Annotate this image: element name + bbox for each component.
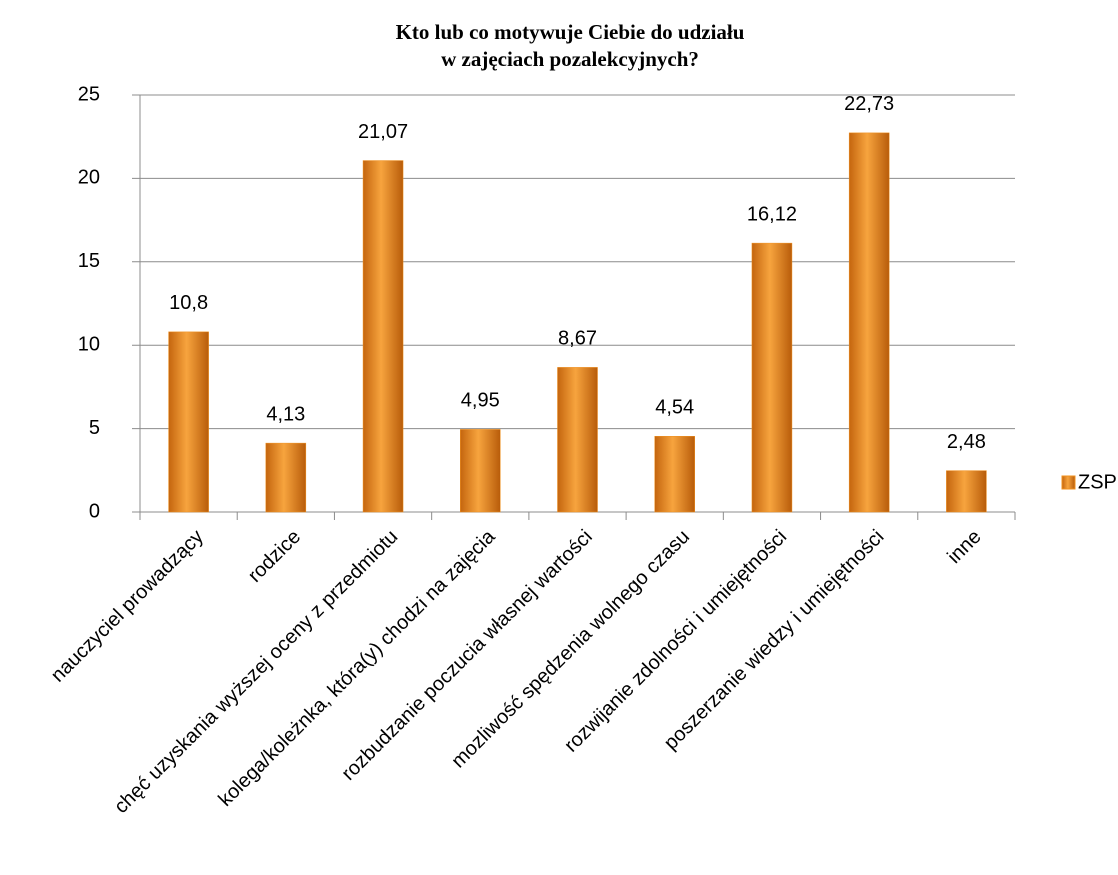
bar	[751, 242, 793, 513]
y-tick-label: 20	[78, 167, 100, 189]
x-tick-label: nauczyciel prowadzący	[47, 526, 208, 687]
chart-title: w zajęciach pozalekcyjnych?	[441, 47, 699, 71]
bar	[848, 132, 890, 513]
y-tick-label: 15	[78, 250, 100, 272]
value-label: 8,67	[558, 328, 597, 350]
chart-title: Kto lub co motywuje Ciebie do udziału	[396, 20, 745, 44]
value-label: 10,8	[169, 292, 208, 314]
bar	[654, 436, 695, 513]
x-tick-label: inne	[943, 526, 985, 568]
x-tick-label: rodzice	[244, 526, 305, 587]
y-tick-label: 0	[89, 500, 100, 522]
legend-label: ZSP	[1078, 471, 1117, 493]
bar	[946, 470, 987, 513]
value-label: 2,48	[947, 431, 986, 453]
x-tick-label: poszerzanie wiedzy i umiejętności	[660, 526, 889, 755]
bar	[557, 367, 598, 513]
y-tick-label: 5	[89, 417, 100, 439]
y-tick-label: 25	[78, 83, 100, 105]
bar	[460, 429, 501, 513]
bar	[265, 442, 307, 513]
value-label: 22,73	[844, 93, 894, 115]
value-label: 4,54	[655, 397, 694, 419]
bar	[168, 331, 209, 513]
value-label: 21,07	[358, 121, 408, 143]
value-label: 4,13	[266, 403, 305, 425]
bar	[362, 160, 404, 513]
value-label: 4,95	[461, 390, 500, 412]
value-label: 16,12	[747, 203, 797, 225]
y-tick-label: 10	[78, 333, 100, 355]
legend-swatch	[1061, 475, 1076, 490]
